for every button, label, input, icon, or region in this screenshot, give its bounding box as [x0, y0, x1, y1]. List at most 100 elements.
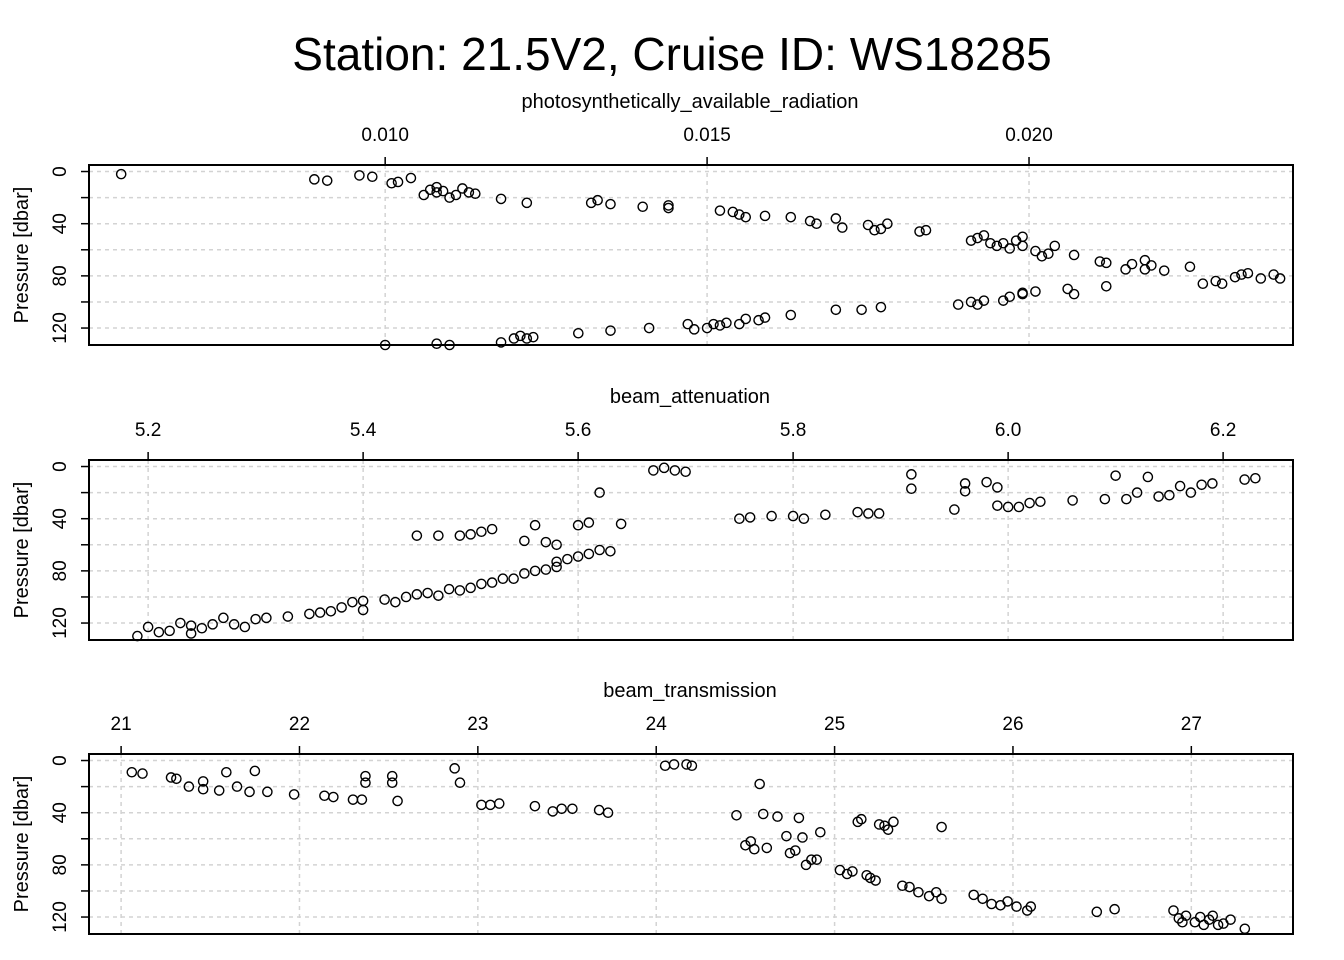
data-point	[422, 587, 433, 599]
data-point	[733, 318, 745, 330]
data-point	[605, 198, 616, 210]
data-point	[936, 821, 947, 833]
data-point	[714, 205, 726, 216]
data-point	[309, 174, 320, 185]
data-point	[185, 628, 197, 639]
data-point	[175, 617, 186, 629]
data-point	[997, 237, 1009, 249]
data-point	[804, 215, 816, 227]
data-point	[1120, 264, 1131, 275]
data-point	[965, 296, 977, 308]
data-point	[165, 772, 177, 783]
data-point	[493, 798, 505, 809]
data-point	[1242, 267, 1254, 279]
data-point	[262, 786, 273, 798]
data-point	[126, 766, 138, 778]
data-point	[1239, 474, 1250, 485]
data-point	[288, 789, 300, 800]
data-point	[449, 763, 460, 774]
data-point	[1164, 489, 1175, 501]
data-point	[1146, 260, 1157, 271]
data-point	[740, 313, 752, 325]
data-point	[841, 868, 853, 880]
data-point	[463, 187, 475, 198]
data-point	[540, 564, 552, 575]
data-point	[390, 596, 401, 608]
data-point	[386, 177, 397, 189]
data-point	[366, 171, 378, 183]
data-point	[519, 535, 530, 547]
data-point	[913, 886, 924, 898]
data-point	[529, 800, 541, 812]
data-point	[360, 770, 371, 782]
data-point	[529, 565, 541, 577]
data-point	[727, 206, 739, 218]
data-point	[470, 188, 481, 199]
data-point	[319, 790, 330, 802]
data-point	[790, 845, 801, 856]
data-point	[567, 803, 578, 815]
data-point	[115, 168, 127, 180]
data-point	[444, 192, 455, 203]
data-point	[431, 338, 442, 349]
panel-title-attenuation: beam_attenuation	[610, 386, 770, 408]
data-point	[221, 766, 232, 778]
data-point	[959, 486, 971, 497]
data-point	[981, 476, 992, 488]
data-point	[986, 898, 997, 910]
data-point	[806, 854, 817, 865]
data-point	[1109, 903, 1120, 915]
data-point	[411, 530, 423, 541]
data-point	[972, 299, 983, 310]
data-point	[888, 816, 899, 828]
data-point	[551, 561, 562, 573]
data-point	[433, 530, 444, 541]
data-point	[1180, 910, 1192, 922]
data-point	[593, 804, 605, 816]
data-point	[515, 330, 526, 342]
data-point	[1126, 258, 1138, 270]
data-point	[418, 189, 430, 201]
panel-title-transmission: beam_transmission	[603, 680, 776, 702]
data-point	[906, 483, 917, 494]
data-point	[250, 613, 261, 625]
x-tick-label: 25	[824, 714, 845, 735]
data-point	[1158, 265, 1170, 276]
y-tick-label: 40	[50, 802, 71, 823]
data-point	[785, 309, 797, 321]
y-tick-label: 80	[50, 854, 71, 875]
data-point	[875, 301, 887, 313]
data-point	[153, 626, 165, 638]
data-point	[740, 211, 752, 223]
data-point	[1062, 283, 1073, 295]
data-point	[952, 299, 964, 310]
data-point	[437, 185, 449, 197]
data-point	[386, 770, 398, 782]
data-point	[572, 519, 584, 531]
data-point	[1100, 281, 1112, 292]
data-point	[830, 213, 842, 224]
plot-frame	[88, 164, 1294, 346]
data-point	[873, 819, 885, 830]
data-point	[658, 462, 670, 474]
data-point	[856, 813, 867, 825]
data-point	[663, 202, 674, 214]
y-tick-label: 0	[50, 461, 71, 472]
data-point	[551, 556, 562, 568]
data-point	[734, 513, 745, 524]
data-point	[433, 590, 444, 601]
data-point	[1017, 240, 1028, 252]
data-point	[785, 211, 797, 223]
x-tick-label: 26	[1002, 714, 1023, 735]
data-point	[486, 523, 498, 535]
data-point	[753, 314, 764, 326]
y-tick-label: 40	[50, 213, 71, 234]
data-point	[701, 322, 713, 334]
data-point	[465, 529, 476, 540]
data-point	[282, 611, 294, 622]
data-point	[1236, 269, 1247, 280]
data-point	[249, 765, 261, 777]
data-point	[551, 539, 562, 551]
data-point	[392, 795, 403, 807]
data-point	[424, 184, 436, 196]
